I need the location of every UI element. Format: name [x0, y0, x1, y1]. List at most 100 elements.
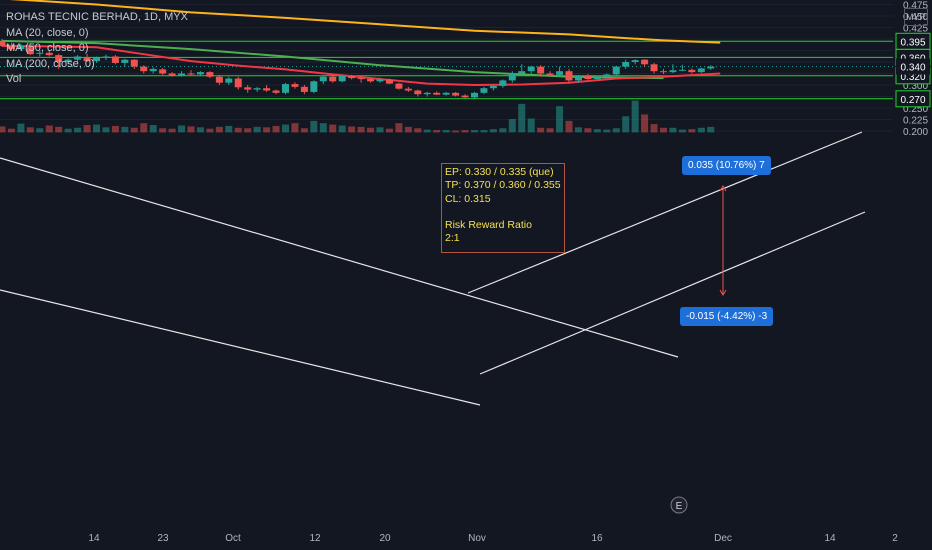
- volume-bar: [26, 127, 34, 133]
- candle-body: [300, 86, 308, 92]
- volume-bar: [93, 124, 100, 133]
- candle-body: [26, 47, 34, 55]
- trade-plan-note[interactable]: EP: 0.330 / 0.335 (que) TP: 0.370 / 0.36…: [441, 163, 565, 253]
- volume-bar: [688, 129, 696, 133]
- volume-bar: [55, 126, 63, 133]
- measure-down-label[interactable]: -0.015 (-4.42%) -3: [680, 307, 774, 326]
- candle-body: [17, 45, 25, 50]
- time-axis[interactable]: 14 23 Oct 12 20 Nov 16 Dec 14 2: [88, 533, 898, 544]
- candle-body: [244, 87, 252, 90]
- candle-body: [527, 66, 535, 72]
- candle-body: [187, 73, 195, 75]
- candle-body: [263, 88, 271, 91]
- risk-reward-title: Risk Reward Ratio: [445, 218, 532, 231]
- uptrend-upper-line[interactable]: [467, 131, 863, 294]
- candle-body: [395, 83, 403, 89]
- volume-bar: [140, 123, 148, 133]
- candle-body: [556, 71, 564, 75]
- cut-loss-text: CL: 0.315: [445, 192, 491, 205]
- candle-body: [159, 69, 167, 74]
- candle-body: [471, 92, 478, 98]
- volume-bar: [471, 130, 478, 133]
- candle-body: [196, 72, 204, 75]
- candle-body: [225, 78, 233, 83]
- symbol-title[interactable]: ROHAS TECNIC BERHAD, 1D, MYX: [6, 11, 188, 23]
- indicator-ma200[interactable]: MA (200, close, 0): [6, 57, 95, 70]
- candle-body: [669, 70, 677, 73]
- uptrend-lower-line[interactable]: [479, 211, 866, 375]
- volume-bar: [650, 124, 658, 133]
- volume-bar: [678, 129, 686, 133]
- volume-bar: [433, 130, 441, 133]
- measure-tool[interactable]: [719, 185, 727, 296]
- time-tick-label: 23: [157, 533, 169, 544]
- volume-bar: [556, 106, 564, 133]
- downtrend-lower-line[interactable]: [0, 289, 481, 406]
- candle-body: [688, 69, 696, 73]
- candle-body: [329, 76, 337, 82]
- candle-body: [660, 71, 667, 73]
- time-tick-label: 20: [379, 533, 391, 544]
- horizontal-levels[interactable]: [0, 40, 893, 100]
- indicator-ma50[interactable]: MA (50, close, 0): [6, 42, 89, 54]
- measure-down-arrow-icon: [719, 289, 727, 296]
- candle-body: [291, 84, 299, 87]
- trend-lines[interactable]: [0, 131, 866, 406]
- earnings-circle-icon[interactable]: [670, 496, 688, 514]
- volume-bar: [603, 129, 611, 133]
- candle-body: [650, 64, 658, 72]
- candle-body: [282, 84, 289, 93]
- volume-bar: [584, 128, 592, 133]
- volume-bar: [461, 130, 469, 133]
- price-axis[interactable]: 0.4750.4500.4250.4000.3750.3500.3250.300…: [895, 1, 931, 139]
- indicator-volume[interactable]: Vol: [6, 73, 22, 85]
- volume-bar: [518, 103, 526, 133]
- earnings-marker[interactable]: E: [670, 496, 688, 514]
- measure-up-label[interactable]: 0.035 (10.76%) 7: [682, 156, 771, 175]
- candle-body: [168, 73, 176, 76]
- measure-up-arrow-icon: [719, 185, 727, 192]
- candle-body: [593, 76, 601, 80]
- volume-bar: [0, 126, 6, 133]
- time-tick-label: Nov: [468, 533, 486, 544]
- volume-bar: [168, 128, 176, 133]
- candle-body: [584, 75, 592, 80]
- volume-bar: [338, 125, 346, 133]
- candlesticks: [0, 39, 715, 99]
- candle-body: [253, 88, 261, 90]
- candle-body: [310, 81, 318, 92]
- candle-body: [102, 56, 110, 58]
- candle-body: [64, 59, 72, 62]
- time-tick-label: 14: [824, 533, 836, 544]
- candle-body: [140, 66, 148, 72]
- volume-bar: [215, 126, 223, 133]
- downtrend-upper-line[interactable]: [0, 157, 679, 358]
- level-label: 0.270: [900, 95, 925, 106]
- time-tick-label: 2: [892, 533, 898, 544]
- volume-bar: [234, 127, 242, 133]
- volume-bar: [310, 120, 318, 133]
- volume-bar: [404, 126, 412, 133]
- volume-bar: [300, 128, 308, 133]
- volume-bar: [263, 127, 271, 133]
- volume-bar: [697, 127, 705, 133]
- volume-bar: [641, 114, 649, 133]
- volume-bar: [111, 125, 119, 133]
- level-label-box: [895, 90, 931, 108]
- currency-badge[interactable]: MYR: [904, 8, 928, 26]
- candle-body: [7, 45, 15, 50]
- volume-bar: [423, 129, 431, 133]
- indicator-ma20[interactable]: MA (20, close, 0): [6, 26, 89, 39]
- candle-body: [130, 59, 138, 67]
- volume-bar: [17, 123, 25, 133]
- candle-body: [206, 72, 214, 77]
- candle-body: [641, 59, 649, 65]
- volume-bar: [480, 130, 488, 133]
- candle-body: [499, 80, 507, 86]
- time-tick-label: Oct: [225, 533, 241, 544]
- candle-body: [74, 56, 82, 60]
- last-price-label: 0.340: [900, 63, 925, 74]
- candle-body: [423, 92, 431, 95]
- volume-bar: [244, 128, 252, 133]
